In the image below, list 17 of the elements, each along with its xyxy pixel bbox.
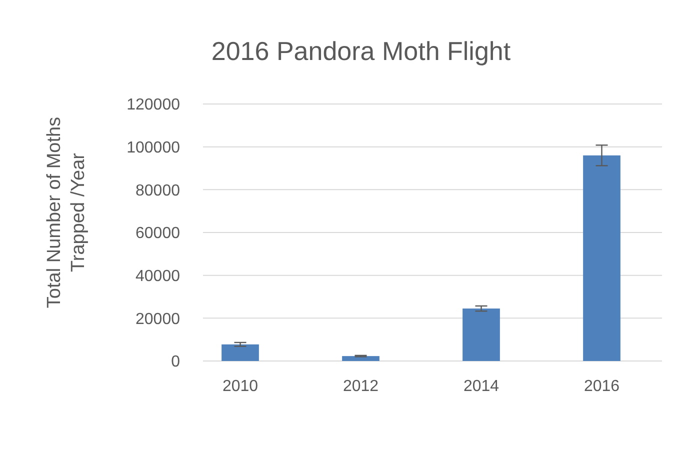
y-tick-label: 0 [171,354,180,371]
y-tick-label: 60000 [136,225,180,242]
x-tick-label: 2010 [222,378,258,395]
bar [342,356,380,361]
y-tick-label: 100000 [126,139,180,156]
x-tick-label: 2012 [342,378,379,395]
x-tick-label: 2014 [463,378,500,395]
bar [462,308,500,361]
y-tick-label: 120000 [126,96,180,114]
y-tick-label: 40000 [136,268,180,285]
bar [583,155,620,361]
bar [222,344,259,361]
y-tick-label: 20000 [136,310,180,328]
y-axis-title: Total Number of Moths Trapped /Year [44,116,89,308]
chart-title: 2016 Pandora Moth Flight [211,36,512,66]
y-tick-label: 80000 [136,182,180,200]
x-tick-label: 2016 [584,378,620,395]
